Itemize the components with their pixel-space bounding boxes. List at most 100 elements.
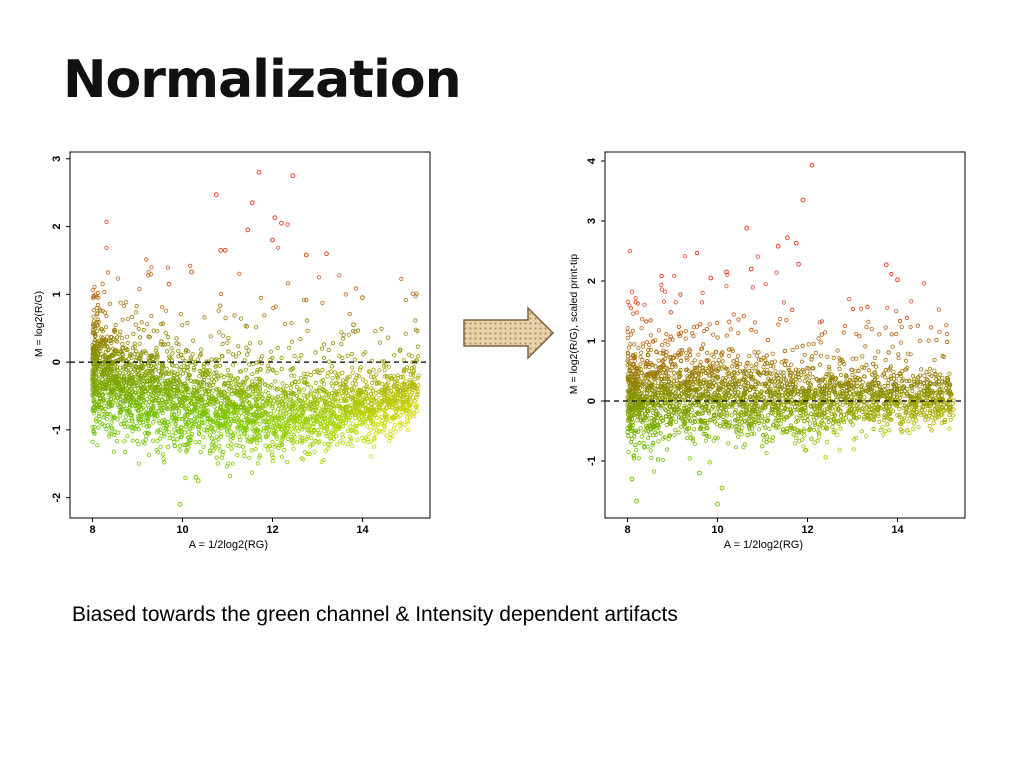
data-point [825, 415, 830, 421]
data-point [126, 383, 131, 389]
data-point [834, 432, 839, 437]
data-point [143, 349, 148, 354]
data-point [321, 420, 326, 425]
data-point [169, 362, 175, 367]
data-point [934, 337, 939, 343]
data-point [382, 385, 388, 390]
data-point [196, 427, 201, 432]
data-point [279, 454, 284, 459]
data-point [158, 384, 163, 389]
data-point [700, 300, 705, 305]
data-point [133, 390, 139, 395]
data-point [179, 433, 184, 438]
data-point [135, 408, 141, 414]
data-point [364, 393, 369, 399]
data-point [312, 412, 318, 417]
data-point [146, 410, 151, 416]
data-point [155, 353, 160, 358]
data-point [246, 411, 251, 416]
x-tick-label: 10 [176, 524, 188, 536]
data-point [193, 404, 198, 409]
data-point [328, 420, 334, 425]
data-point [636, 377, 642, 382]
outlier-point [360, 295, 365, 301]
data-point [332, 370, 338, 375]
data-point [292, 373, 297, 378]
data-point [244, 416, 249, 421]
data-point [201, 364, 206, 369]
data-point [736, 434, 741, 439]
data-point [313, 389, 318, 394]
data-point [105, 270, 111, 275]
data-point [368, 391, 373, 396]
data-point [404, 411, 409, 416]
data-point [218, 405, 224, 410]
data-point [673, 364, 678, 369]
data-point [801, 444, 806, 449]
data-point [321, 342, 327, 347]
data-point [126, 376, 131, 381]
data-point [301, 392, 306, 398]
data-point [302, 423, 307, 429]
data-point [851, 447, 856, 452]
data-point [688, 432, 693, 437]
data-point [223, 409, 228, 414]
data-point [272, 431, 277, 436]
data-point [371, 396, 376, 401]
data-point [176, 396, 181, 401]
data-point [90, 327, 96, 333]
data-point [170, 415, 175, 420]
data-point [151, 357, 156, 362]
data-point [906, 419, 911, 424]
data-point [372, 444, 377, 449]
data-point [412, 385, 417, 391]
data-point [120, 356, 125, 361]
data-point [130, 376, 136, 381]
data-point [395, 375, 400, 380]
data-point [112, 429, 117, 435]
data-point [172, 412, 177, 417]
data-point [337, 273, 342, 278]
data-point [905, 351, 910, 356]
data-point [149, 313, 154, 318]
data-point [634, 310, 640, 315]
data-point [177, 429, 182, 434]
data-point [634, 448, 639, 453]
data-point [216, 436, 221, 441]
data-point [92, 338, 97, 343]
data-point [337, 426, 342, 431]
data-point [771, 422, 776, 427]
data-point [158, 394, 163, 399]
data-point [175, 437, 180, 442]
data-point [145, 430, 150, 435]
data-point [360, 435, 365, 440]
data-point [186, 386, 191, 392]
data-point [96, 402, 102, 407]
data-point [802, 428, 807, 434]
data-point [160, 361, 165, 366]
data-point [207, 448, 213, 453]
data-point [94, 305, 100, 310]
data-point [790, 347, 795, 353]
data-point [124, 347, 129, 353]
data-point [262, 382, 267, 387]
data-point [96, 400, 102, 405]
data-point [90, 425, 95, 430]
data-point [197, 439, 202, 445]
data-point [145, 403, 151, 408]
data-point [756, 350, 761, 355]
data-point [380, 407, 386, 412]
data-point [202, 372, 207, 377]
data-point [316, 393, 322, 398]
data-point [372, 377, 377, 382]
data-point [230, 352, 236, 357]
data-point [109, 353, 114, 358]
data-point [107, 301, 113, 306]
data-point [298, 434, 303, 439]
data-point [331, 436, 336, 441]
data-point [285, 423, 290, 428]
data-point [217, 358, 222, 363]
data-point [320, 416, 325, 421]
data-point [209, 377, 214, 382]
data-point [226, 411, 231, 416]
